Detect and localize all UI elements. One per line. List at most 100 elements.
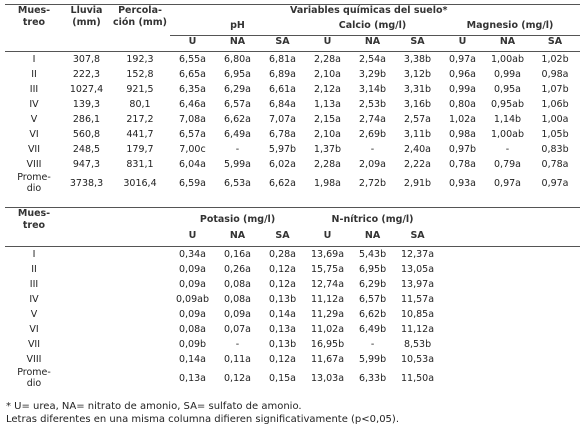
data-row: I 0,34a 0,16a 0,28a 13,69a 5,43b 12,37a [5,247,580,263]
cell: 1,02a [449,114,476,125]
cell: 0,14a [269,309,296,320]
cell: 8,53b [403,339,432,350]
cell: 6,62a [269,177,296,189]
cell: - [505,144,510,155]
data-row: II 0,09a 0,26a 0,12a 15,75a 6,95b 13,05a [5,262,580,277]
empty-cell [440,262,580,277]
empty-cell [63,307,170,322]
data-row: V 286,1 217,2 7,08a 6,62a 7,07a 2,15a 2,74a 2,57… [5,112,580,127]
cell: 6,49a [224,129,251,140]
cell: 6,80a [224,54,251,65]
subgroup-header: Potasio (mg/l) [199,214,276,225]
empty-cell [440,322,580,337]
cell: 0,97a [541,177,569,189]
cell: 921,5 [126,84,154,95]
data-row: III 0,09a 0,08a 0,12a 12,74a 6,29b 13,97a [5,277,580,292]
cell: 139,3 [72,99,101,110]
cell: 7,00c [179,144,206,155]
cell: 2,74a [359,114,386,125]
cell: 1027,4 [69,84,104,95]
cell: 2,40a [404,144,431,155]
cell: 6,53a [224,177,251,189]
cell: VIII [26,354,42,365]
subgroup-header: N-nítrico (mg/l) [331,214,414,225]
cell: 6,84a [269,99,296,110]
column-header: NA [485,35,530,52]
cell: 3,14b [358,84,387,95]
cell: 5,43b [358,249,387,260]
cell: 0,09b [178,339,207,350]
cell: 0,09a [179,309,206,320]
cell: 6,29a [224,84,251,95]
cell: 6,29b [358,279,387,290]
cell: 0,14a [179,354,206,365]
cell: - [235,144,240,155]
data-row: IV 0,09ab 0,08a 0,13b 11,12a 6,57b 11,57a [5,292,580,307]
cell: 11,29a [311,309,345,320]
cell: 2,69b [358,129,387,140]
cell: VI [29,324,39,335]
empty-cell [63,277,170,292]
cell: 0,78a [541,159,569,170]
cell: 6,46a [179,99,206,110]
cell: 2,10a [314,129,341,140]
data-row: VII 0,09b - 0,13b 16,95b - 8,53b [5,337,580,352]
data-row: I 307,8 192,3 6,55a 6,80a 6,81a 2,28a 2,54a 3,38… [5,52,580,68]
cell: 0,12a [224,372,251,384]
cell: 1,98a [314,177,341,189]
cell: 0,78a [449,159,476,170]
header-row: pH Calcio (mg/l) Magnesio (mg/l) [5,20,581,36]
header-row: U NA SA U NA SA U NA SA [5,35,581,52]
column-header: U [440,35,485,52]
cell: 6,59a [179,177,206,189]
cell: 0,08a [224,294,251,305]
empty-cell [440,337,580,352]
cell: IV [29,99,39,110]
cell: III [29,84,39,95]
cell: 0,79a [494,159,521,170]
cell: 7,07a [269,114,296,125]
empty-cell [63,292,170,307]
table-1: Mues- treo Lluvia (mm) Percola- ción (mm) V… [5,4,581,194]
cell: 5,99b [358,354,387,365]
table-2: Mues- treo Potasio (mg/l) N-nítrico (mg/l)… [5,207,581,389]
column-header: U [305,230,351,248]
cell: 192,3 [126,54,154,65]
header-cell: Mues- treo [5,207,63,247]
cell: 0,08a [224,279,251,290]
header-cell: Variables químicas del suelo* [290,5,448,16]
cell: 0,12a [269,264,296,275]
column-header: SA [530,35,581,52]
cell: 0,99a [494,69,521,80]
cell: VII [27,144,41,155]
cell: 1,37b [313,144,342,155]
cell: 1,02b [541,54,569,65]
cell: 6,35a [179,84,206,95]
cell: 13,05a [401,264,435,275]
cell: 1,05b [541,129,569,140]
empty-cell [440,277,580,292]
empty-cell [63,352,170,367]
empty-cell [63,367,170,389]
cell: 441,7 [126,129,154,140]
cell: 152,8 [126,69,154,80]
cell: II [31,69,37,80]
cell: - [370,144,375,155]
cell: 10,85a [401,309,435,320]
data-row: Prome- dio 3738,3 3016,4 6,59a 6,53a 6,62a 1,9… [5,172,580,194]
cell: 2,54a [359,54,386,65]
cell: 0,13a [269,324,296,335]
cell: 3,11b [403,129,432,140]
cell: 1,06b [541,99,569,110]
cell: 12,37a [401,249,435,260]
cell: 11,50a [401,372,435,384]
header-row: Mues- treo Lluvia (mm) Percola- ción (mm) V… [5,4,580,52]
footnote: * U= urea, NA= nitrato de amonio, SA= su… [6,401,302,412]
data-row: IV 139,3 80,1 6,46a 6,57a 6,84a 1,13a 2,53b 3,16… [5,97,580,112]
cell: 0,13a [179,372,206,384]
cell: 6,04a [179,159,206,170]
cell: - [235,339,240,350]
cell: 0,97b [448,144,477,155]
cell: 2,15a [314,114,341,125]
empty-cell [440,292,580,307]
